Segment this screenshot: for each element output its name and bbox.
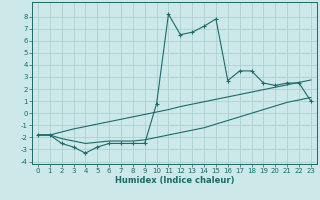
X-axis label: Humidex (Indice chaleur): Humidex (Indice chaleur): [115, 176, 234, 185]
